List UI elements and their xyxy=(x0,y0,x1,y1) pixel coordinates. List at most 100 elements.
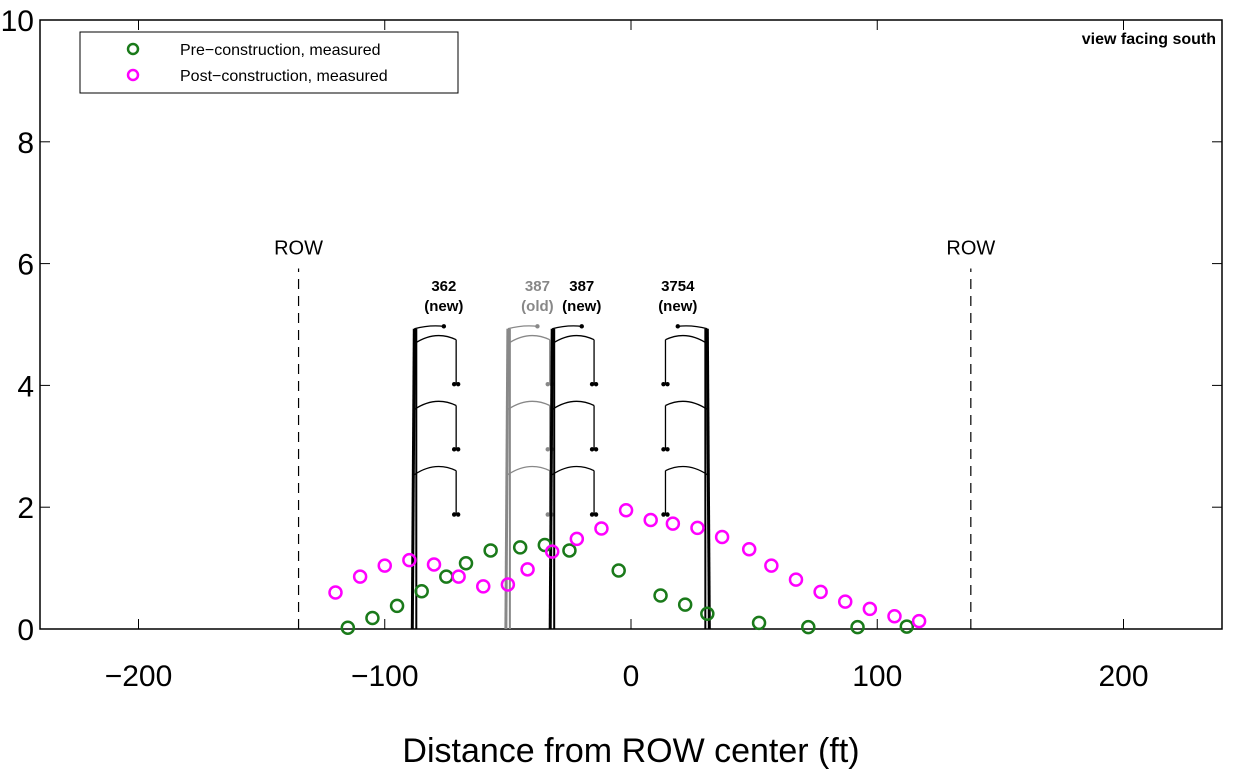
x-tick-label: −200 xyxy=(105,660,173,693)
conductor-point xyxy=(455,447,461,452)
shield-wire-point xyxy=(579,324,584,329)
shield-wire xyxy=(552,325,582,330)
tower-label-status: (new) xyxy=(562,298,601,315)
legend: Pre−construction, measured Post−construc… xyxy=(79,31,459,94)
x-tick-label: 0 xyxy=(623,660,640,693)
post-construction-point xyxy=(618,502,634,518)
post-construction-point xyxy=(328,585,343,600)
conductor-point xyxy=(665,447,670,452)
post-construction-point xyxy=(764,558,779,573)
tower-pole xyxy=(705,328,711,630)
pre-construction-point xyxy=(677,597,693,612)
conductor-point xyxy=(545,512,550,517)
pre-construction-point xyxy=(700,606,715,622)
conductor-point xyxy=(593,381,599,387)
conductor-point xyxy=(661,512,666,517)
tower-label-number: 362 xyxy=(431,278,456,295)
pre-construction-point xyxy=(340,620,356,636)
plot-frame xyxy=(39,19,1223,630)
conductor-point xyxy=(593,512,599,517)
pre-construction-point xyxy=(653,588,668,603)
post-construction-point xyxy=(520,562,535,577)
pre-construction-point xyxy=(611,563,626,578)
legend-box xyxy=(79,31,459,94)
conductor-point xyxy=(455,512,461,517)
x-tick-label: 100 xyxy=(852,660,902,693)
conductor-point xyxy=(451,512,457,517)
shield-wire-point xyxy=(675,324,680,329)
y-tick-label: 0 xyxy=(17,614,34,647)
tower-arm xyxy=(665,400,708,411)
row-lines: ROW ROW xyxy=(274,237,995,629)
post-construction-point xyxy=(544,544,560,559)
tower-arm xyxy=(551,465,595,476)
post-construction-point xyxy=(741,541,757,557)
post-construction-point xyxy=(813,584,828,600)
pre-construction-point xyxy=(801,619,816,635)
conductor-point xyxy=(665,512,670,517)
shield-wire xyxy=(414,325,444,330)
post-construction-point xyxy=(665,516,681,531)
tower-arm xyxy=(413,465,457,476)
shield-wire-point xyxy=(535,324,540,329)
pre-construction-point xyxy=(458,555,474,571)
tower-arm xyxy=(665,465,708,476)
conductor-point xyxy=(661,447,666,452)
post-construction-point xyxy=(594,521,609,536)
post-construction-point xyxy=(569,531,585,547)
conductor-point xyxy=(661,381,666,387)
pre-construction-point xyxy=(512,540,528,555)
conductor-point xyxy=(545,447,550,452)
pre-construction-point xyxy=(389,598,405,614)
pre-construction-point xyxy=(899,619,915,634)
conductor-point xyxy=(451,447,457,452)
tower: 3754 (new) xyxy=(658,278,711,630)
post-construction-point xyxy=(426,557,442,572)
x-axis-label: Distance from ROW center (ft) xyxy=(402,732,859,770)
y-tick-label: 6 xyxy=(17,249,34,282)
post-construction-point xyxy=(402,552,417,568)
post-construction-point xyxy=(352,569,368,584)
tower-pole xyxy=(410,328,416,630)
legend-marker-post xyxy=(126,68,140,82)
row-label: ROW xyxy=(946,237,995,259)
post-construction-point xyxy=(911,613,927,629)
tower-pole xyxy=(504,328,510,630)
post-construction-point xyxy=(500,577,516,592)
post-construction-point xyxy=(714,529,730,545)
tower: 387 (new) xyxy=(548,278,601,630)
legend-label-post: Post−construction, measured xyxy=(180,68,388,85)
y-tick-label: 4 xyxy=(17,370,34,403)
conductor-point xyxy=(589,381,595,387)
tower-arm xyxy=(551,400,595,411)
pre-construction-point xyxy=(562,543,577,558)
tower-label-status: (new) xyxy=(658,298,697,315)
post-construction-point xyxy=(643,512,658,528)
post-construction-point xyxy=(476,579,491,594)
post-construction-point xyxy=(837,594,853,609)
tower-arm xyxy=(507,334,551,345)
pre-construction-point xyxy=(439,569,454,584)
row-label: ROW xyxy=(274,237,323,259)
post-construction-point xyxy=(862,601,878,617)
pre-construction-point xyxy=(365,610,380,626)
conductor-point xyxy=(451,381,457,387)
conductor-point xyxy=(589,447,595,452)
tower: 362 (new) xyxy=(410,278,463,630)
pre-construction-point xyxy=(850,619,865,635)
tower-arm xyxy=(413,400,457,411)
tower-diagrams: 362 (new) 387 (old) 387 (new) 3754 (new) xyxy=(410,278,711,630)
pre-construction-point xyxy=(537,537,553,553)
y-tick-label: 10 xyxy=(1,5,34,38)
tower-arm xyxy=(507,400,551,411)
shield-wire xyxy=(507,325,538,330)
conductor-point xyxy=(593,447,599,452)
tower-label-status: (new) xyxy=(424,298,463,315)
post-construction-point xyxy=(887,608,902,624)
tower-label-number: 387 xyxy=(525,278,550,295)
tower-arm xyxy=(551,334,595,345)
tower-arm xyxy=(413,334,457,345)
conductor-point xyxy=(589,512,595,517)
tower-label-number: 387 xyxy=(569,278,594,295)
